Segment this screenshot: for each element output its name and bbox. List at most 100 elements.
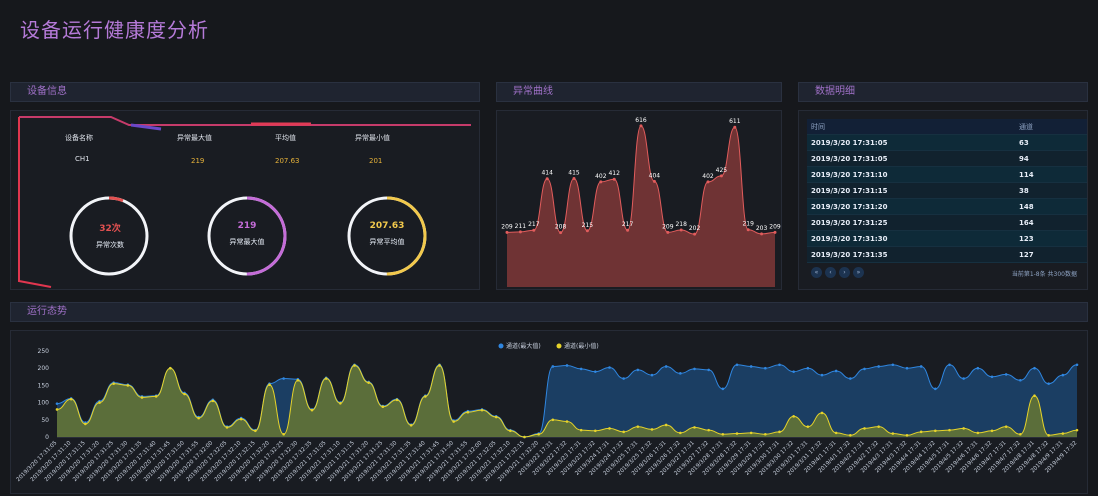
series-point [551, 418, 555, 422]
series-point [834, 369, 838, 373]
device-info-header: 设备信息 [10, 82, 480, 102]
series-point [679, 372, 682, 375]
column-channel: 通道 [1015, 119, 1087, 135]
series-area [57, 365, 1077, 437]
series-point [650, 373, 654, 377]
ring-arc [347, 196, 427, 276]
series-point [863, 427, 866, 430]
series-point [877, 425, 880, 428]
series-point [990, 429, 994, 433]
series-point [735, 363, 739, 367]
series-point [778, 363, 781, 367]
y-tick-label: 150 [38, 382, 50, 389]
series-point [849, 433, 852, 437]
series-point [169, 366, 172, 370]
series-point [324, 377, 328, 380]
series-point [764, 432, 767, 436]
series-point [608, 366, 611, 369]
series-point [806, 366, 810, 370]
series-point [934, 429, 937, 433]
curve-data-label: 215 [582, 222, 594, 229]
series-point [565, 420, 569, 423]
curve-point [719, 174, 723, 178]
series-point [650, 428, 654, 431]
curve-data-label: 219 [742, 221, 754, 228]
series-point [579, 367, 583, 371]
series-point [863, 367, 866, 371]
cell-channel: 94 [1015, 150, 1087, 167]
curve-point [666, 230, 670, 234]
series-point [55, 408, 59, 411]
header-anomaly-max: 异常最大值 [177, 134, 212, 142]
device-name-value: CH1 [75, 155, 90, 163]
series-point [1061, 432, 1065, 435]
curve-area [507, 125, 775, 287]
series-point [381, 405, 385, 409]
series-point [664, 365, 668, 368]
series-point [749, 365, 753, 368]
series-point [84, 422, 87, 426]
table-header-row: 时间 通道 [807, 119, 1087, 135]
series-point [112, 382, 115, 385]
data-detail-header: 数据明细 [798, 82, 1088, 102]
page-title: 设备运行健康度分析 [20, 18, 209, 42]
curve-point [518, 230, 522, 234]
series-point [140, 396, 144, 399]
series-point [764, 366, 767, 370]
curve-data-label: 203 [756, 225, 768, 232]
cell-time: 2019/3/20 17:31:10 [807, 166, 1015, 183]
series-point [891, 363, 895, 367]
series-point [1019, 378, 1022, 382]
series-point [792, 370, 795, 373]
curve-point [505, 230, 509, 234]
y-tick-label: 250 [38, 348, 50, 355]
data-detail-title: 数据明细 [815, 86, 855, 97]
curve-data-label: 412 [608, 170, 620, 177]
series-point [664, 423, 668, 427]
anomaly-curve-header: 异常曲线 [496, 82, 782, 102]
ring-max-label: 异常最大值 [229, 238, 265, 246]
series-point [721, 387, 725, 391]
trend-panel: 通道(最大值) 通道(最小值) 0 50 100 150 200 250 2019/3/20 1… [10, 330, 1088, 494]
next-page-button[interactable]: › [839, 267, 850, 278]
pager-info: 当前第1-8条 共300数据 [1011, 271, 1077, 278]
curve-data-label: 209 [501, 223, 513, 230]
data-table: 时间 通道 2019/3/20 17:31:05 63 2019/3/20 17:3… [807, 119, 1087, 263]
series-point [1004, 425, 1008, 428]
table-row: 2019/3/20 17:31:15 38 [807, 182, 1087, 199]
pagination: «‹ ›» [811, 267, 867, 278]
series-point [962, 427, 965, 430]
ring-max-value: 219 [237, 221, 257, 231]
legend-label: 通道(最小值) [564, 342, 599, 350]
last-page-button[interactable]: » [853, 267, 864, 278]
series-point [594, 429, 597, 433]
cell-channel: 127 [1015, 246, 1087, 263]
series-point [565, 364, 569, 367]
cell-time: 2019/3/20 17:31:35 [807, 246, 1015, 263]
series-point [735, 432, 739, 435]
table-row: 2019/3/20 17:31:25 164 [807, 214, 1087, 231]
series-point [353, 364, 356, 367]
anomaly-min-value: 201 [369, 157, 383, 165]
device-info-panel: 设备名称 异常最大值 平均值 异常最小值 CH1 219 207.63 201 … [10, 110, 480, 290]
cell-channel: 123 [1015, 230, 1087, 247]
curve-data-label: 217 [528, 221, 540, 228]
series-point [749, 431, 753, 435]
header-device-name: 设备名称 [65, 134, 93, 142]
curve-point [585, 229, 589, 233]
series-point [523, 435, 526, 439]
prev-page-button[interactable]: ‹ [825, 267, 836, 278]
first-page-button[interactable]: « [811, 267, 822, 278]
cell-channel: 148 [1015, 198, 1087, 215]
curve-point [760, 232, 764, 236]
table-row: 2019/3/20 17:31:05 94 [807, 150, 1087, 167]
series-point [254, 429, 257, 433]
cell-channel: 114 [1015, 166, 1087, 183]
series-point [466, 410, 470, 414]
curve-point [545, 177, 549, 181]
curve-data-label: 209 [662, 223, 674, 230]
series-point [424, 395, 427, 398]
cell-time: 2019/3/20 17:31:15 [807, 182, 1015, 199]
series-point [367, 381, 370, 384]
